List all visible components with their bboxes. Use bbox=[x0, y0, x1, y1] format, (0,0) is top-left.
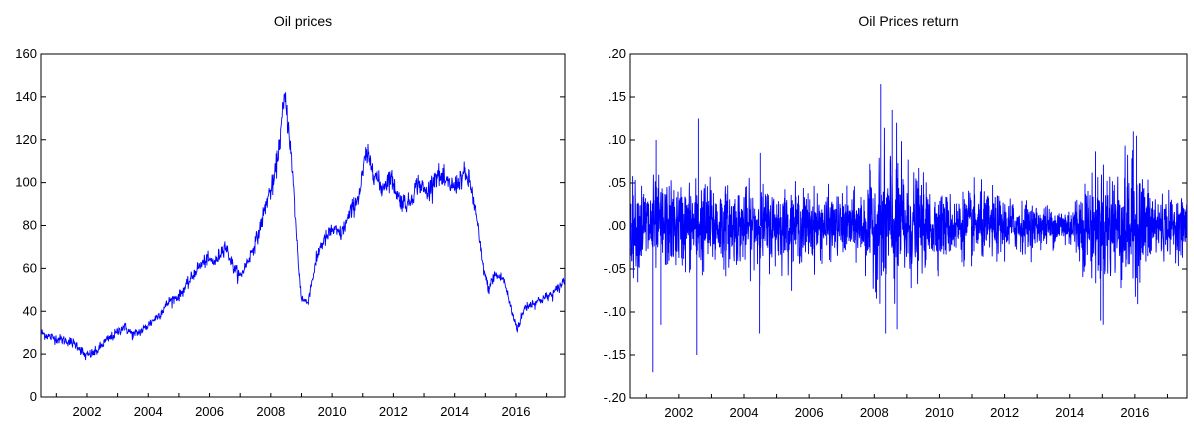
y-tick-label: .00 bbox=[608, 218, 626, 233]
oil-prices-chart: Oil prices 0 20 40 60 80 100 120 140 160 2002 2004 2… bbox=[15, 13, 566, 419]
y-tick-label: .20 bbox=[608, 46, 626, 61]
y-tick-label: 100 bbox=[15, 175, 37, 190]
y-tick-label: -.20 bbox=[604, 390, 626, 405]
x-tick-label: 2004 bbox=[730, 405, 759, 420]
chart-title: Oil Prices return bbox=[858, 13, 958, 29]
x-tick-label: 2006 bbox=[195, 404, 224, 419]
y-tick-label: -.10 bbox=[604, 304, 626, 319]
y-tick-label: 120 bbox=[15, 132, 37, 147]
series-line bbox=[41, 92, 565, 361]
x-tick-label: 2008 bbox=[256, 404, 285, 419]
chart-title: Oil prices bbox=[274, 13, 332, 29]
x-tick-label: 2016 bbox=[1120, 405, 1149, 420]
y-tick-label: .05 bbox=[608, 175, 626, 190]
y-tick-label: -.15 bbox=[604, 347, 626, 362]
x-tick-label: 2010 bbox=[318, 404, 347, 419]
x-tick-label: 2014 bbox=[440, 404, 469, 419]
x-tick-label: 2006 bbox=[795, 405, 824, 420]
x-tick-label: 2016 bbox=[502, 404, 531, 419]
y-tick-label: 140 bbox=[15, 89, 37, 104]
x-tick-label: 2010 bbox=[925, 405, 954, 420]
plot-frame bbox=[40, 53, 566, 398]
y-tick-label: 160 bbox=[15, 46, 37, 61]
y-tick-label: -.05 bbox=[604, 261, 626, 276]
y-tick-label: 0 bbox=[30, 389, 37, 404]
y-tick-label: .15 bbox=[608, 89, 626, 104]
series-line bbox=[630, 84, 1187, 373]
y-tick-label: .10 bbox=[608, 132, 626, 147]
y-tick-label: 80 bbox=[23, 218, 37, 233]
x-tick-label: 2002 bbox=[664, 405, 693, 420]
x-tick-label: 2014 bbox=[1055, 405, 1084, 420]
y-tick-label: 20 bbox=[23, 346, 37, 361]
oil-prices-return-chart: Oil Prices return -.20 -.15 -.10 -.05 .00 .05.… bbox=[604, 13, 1188, 420]
x-tick-label: 2008 bbox=[860, 405, 889, 420]
y-tick-label: 60 bbox=[23, 260, 37, 275]
x-tick-label: 2012 bbox=[990, 405, 1019, 420]
x-tick-label: 2012 bbox=[379, 404, 408, 419]
y-tick-label: 40 bbox=[23, 303, 37, 318]
x-tick-label: 2004 bbox=[134, 404, 163, 419]
x-tick-label: 2002 bbox=[73, 404, 102, 419]
